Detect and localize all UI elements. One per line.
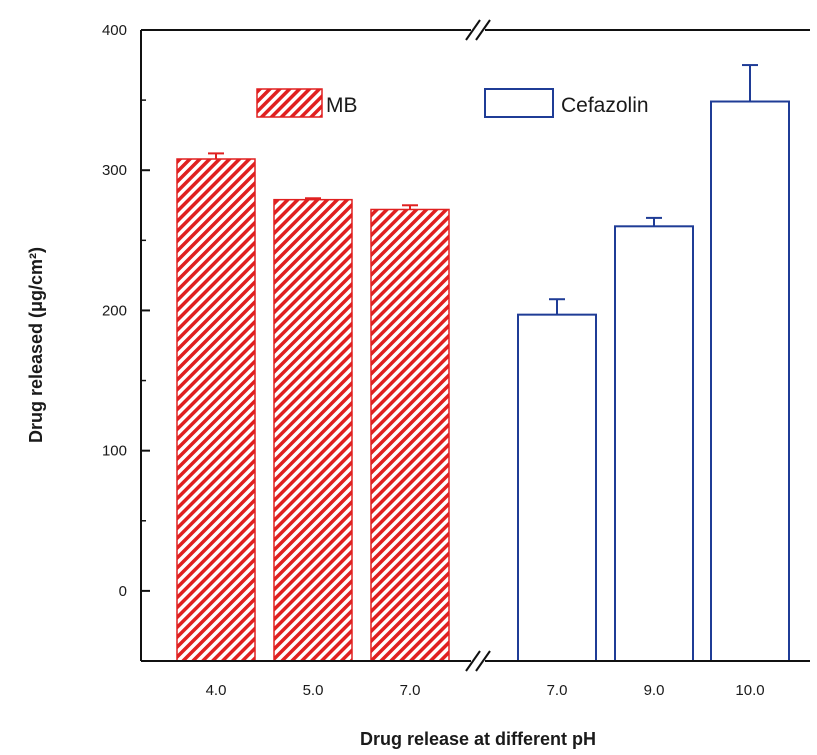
y-tick-label: 400 [102, 22, 127, 39]
y-tick-label: 300 [102, 162, 127, 179]
y-tick-label: 200 [102, 302, 127, 319]
y-tick-label: 0 [119, 583, 127, 600]
axis-break-mark [465, 650, 481, 672]
x-tick-label: 5.0 [303, 682, 324, 699]
x-tick-label: 4.0 [206, 682, 227, 699]
axis-break-mark [475, 19, 491, 41]
legend-label-cefazolin: Cefazolin [561, 94, 649, 117]
x-tick-label: 10.0 [735, 682, 764, 699]
bars-layer [176, 64, 790, 663]
legend: MB Cefazolin [256, 88, 649, 118]
x-tick-labels: 4.0 5.0 7.0 7.0 9.0 10.0 [206, 682, 765, 699]
legend-swatch-mb [256, 88, 323, 118]
y-axis-title: Drug released (μg/cm²) [26, 247, 46, 443]
legend-label-mb: MB [326, 94, 358, 117]
bar-mb-5-0 [273, 198, 353, 662]
axis-break-mark [465, 19, 481, 41]
bar-cefazolin-10-0 [710, 100, 790, 663]
y-tick-label: 100 [102, 443, 127, 460]
legend-swatch-cefazolin [484, 88, 554, 118]
y-ticks: 0 100 200 300 400 [102, 22, 150, 662]
bar-mb-7-0 [370, 208, 450, 662]
x-tick-label: 7.0 [547, 682, 568, 699]
axis-break-mark [475, 650, 491, 672]
plot-area: 0 100 200 300 400 4.0 5.0 7.0 7.0 9.0 10.0 [102, 19, 810, 699]
x-tick-label: 9.0 [644, 682, 665, 699]
bar-mb-4-0 [176, 158, 256, 662]
bar-cefazolin-9-0 [614, 225, 694, 663]
x-axis-title: Drug release at different pH [360, 729, 596, 749]
axes-layer [140, 19, 810, 672]
bar-cefazolin-7-0 [517, 313, 597, 662]
x-tick-label: 7.0 [400, 682, 421, 699]
